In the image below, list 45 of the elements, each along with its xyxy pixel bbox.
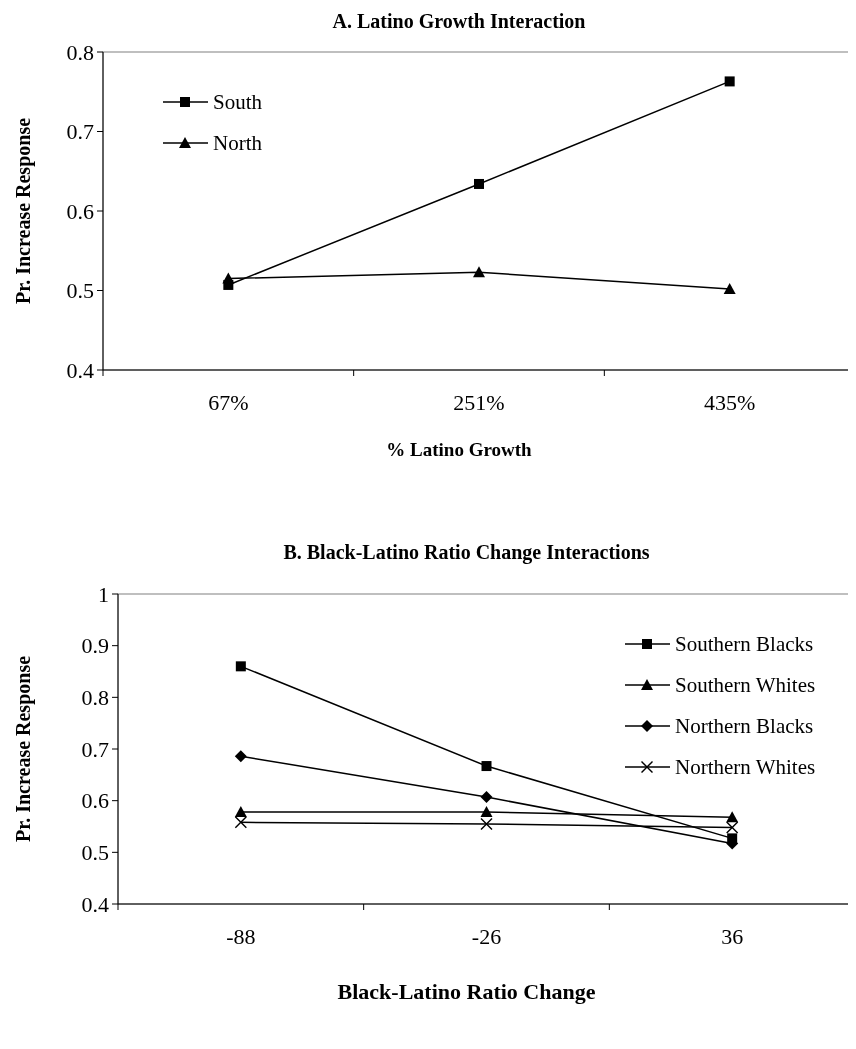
x-tick-label: 36: [721, 924, 744, 949]
y-tick-label: 1: [98, 581, 109, 607]
x-tick-label: 435%: [704, 390, 756, 415]
point: [235, 661, 246, 672]
y-tick-label: 0.7: [66, 119, 94, 145]
point: [480, 806, 493, 818]
x-axis-title: Black-Latino Ratio Change: [337, 979, 596, 1004]
point: [726, 811, 739, 823]
x-tick-label: -88: [226, 924, 256, 949]
legend-label: South: [213, 90, 263, 115]
y-tick-label: 0.4: [81, 891, 109, 917]
x-tick-label: -26: [471, 924, 502, 949]
y-tick-label: 0.6: [66, 198, 94, 224]
y-tick-label: 0.4: [66, 357, 94, 383]
x-axis-title: % Latino Growth: [386, 439, 533, 460]
point: [726, 821, 739, 834]
point: [234, 750, 247, 763]
y-tick-label: 0.9: [81, 633, 109, 659]
legend-label: Northern Blacks: [675, 714, 814, 739]
point: [234, 816, 247, 829]
y-tick-label: 0.5: [66, 278, 94, 304]
legend-label: Northern Whites: [675, 755, 816, 780]
point: [724, 76, 735, 87]
y-tick-label: 0.7: [81, 736, 109, 762]
point: [481, 761, 492, 772]
point: [480, 791, 493, 804]
legend-label: Southern Blacks: [675, 632, 814, 657]
y-axis-title: Pr. Increase Response: [12, 117, 35, 305]
x-tick-label: 67%: [208, 390, 249, 415]
y-axis-title: Pr. Increase Response: [12, 655, 35, 843]
y-tick-label: 0.5: [81, 840, 109, 866]
legend-label: Southern Whites: [675, 673, 816, 698]
x-tick-label: 251%: [453, 390, 505, 415]
point: [474, 178, 484, 189]
y-tick-label: 0.6: [81, 788, 109, 814]
point: [234, 806, 247, 818]
chart-title: A. Latino Growth Interaction: [332, 10, 586, 32]
point: [480, 817, 493, 830]
point: [723, 282, 736, 294]
point: [222, 272, 235, 284]
y-tick-label: 0.8: [66, 39, 94, 65]
chart-title: B. Black-Latino Ratio Change Interactions: [283, 541, 650, 564]
y-tick-label: 0.8: [81, 685, 109, 711]
legend-label: North: [213, 131, 263, 156]
point: [473, 266, 485, 278]
